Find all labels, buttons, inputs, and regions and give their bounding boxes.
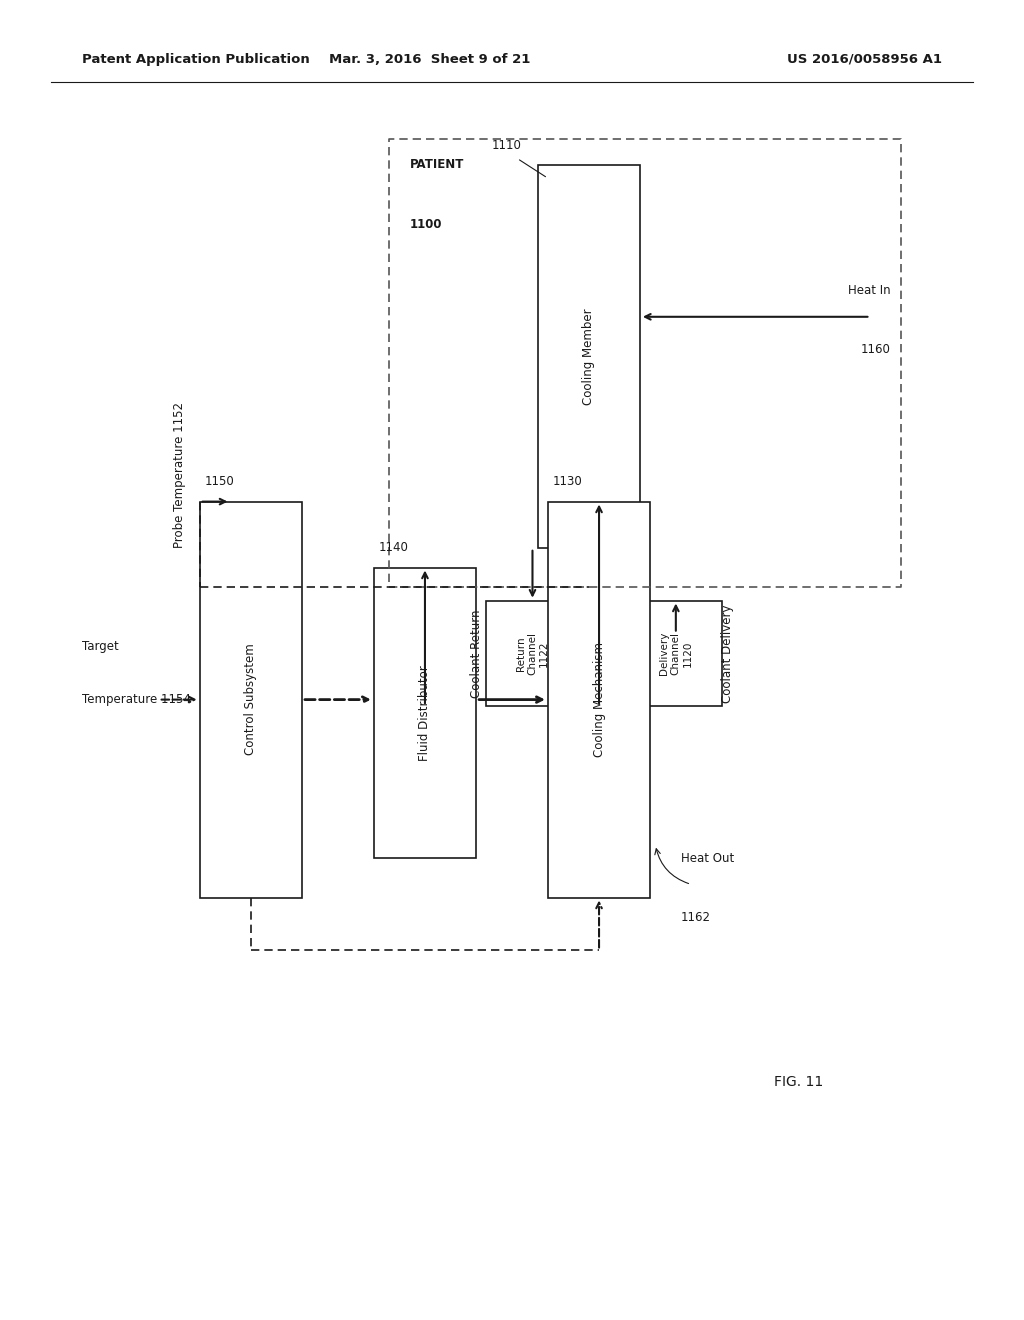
Text: Heat In: Heat In [848, 284, 891, 297]
Text: 1130: 1130 [553, 475, 583, 488]
Text: PATIENT: PATIENT [410, 158, 464, 172]
FancyBboxPatch shape [548, 502, 650, 898]
Text: Cooling Member: Cooling Member [583, 308, 595, 405]
Text: Coolant Delivery: Coolant Delivery [721, 605, 733, 702]
FancyBboxPatch shape [374, 568, 476, 858]
Text: Temperature 1154: Temperature 1154 [82, 693, 190, 706]
Text: Fluid Distributor: Fluid Distributor [419, 665, 431, 760]
Text: Return
Channel
1122: Return Channel 1122 [516, 632, 549, 675]
Text: 1100: 1100 [410, 218, 442, 231]
Text: Patent Application Publication: Patent Application Publication [82, 53, 309, 66]
Text: 1140: 1140 [379, 541, 409, 554]
FancyBboxPatch shape [200, 502, 302, 898]
Text: 1110: 1110 [492, 139, 522, 152]
Text: FIG. 11: FIG. 11 [774, 1076, 823, 1089]
Text: 1150: 1150 [205, 475, 234, 488]
Text: Probe Temperature 1152: Probe Temperature 1152 [173, 403, 185, 548]
Text: Control Subsystem: Control Subsystem [245, 644, 257, 755]
FancyBboxPatch shape [486, 601, 579, 706]
Text: Cooling Mechanism: Cooling Mechanism [593, 642, 605, 758]
Text: Mar. 3, 2016  Sheet 9 of 21: Mar. 3, 2016 Sheet 9 of 21 [330, 53, 530, 66]
Text: US 2016/0058956 A1: US 2016/0058956 A1 [787, 53, 942, 66]
Text: Heat Out: Heat Out [681, 851, 734, 865]
Text: 1162: 1162 [681, 911, 711, 924]
Text: Target: Target [82, 640, 119, 653]
FancyBboxPatch shape [538, 165, 640, 548]
FancyBboxPatch shape [630, 601, 722, 706]
Text: 1160: 1160 [861, 343, 891, 356]
Text: Coolant Return: Coolant Return [470, 609, 482, 698]
Text: Delivery
Channel
1120: Delivery Channel 1120 [659, 632, 692, 675]
